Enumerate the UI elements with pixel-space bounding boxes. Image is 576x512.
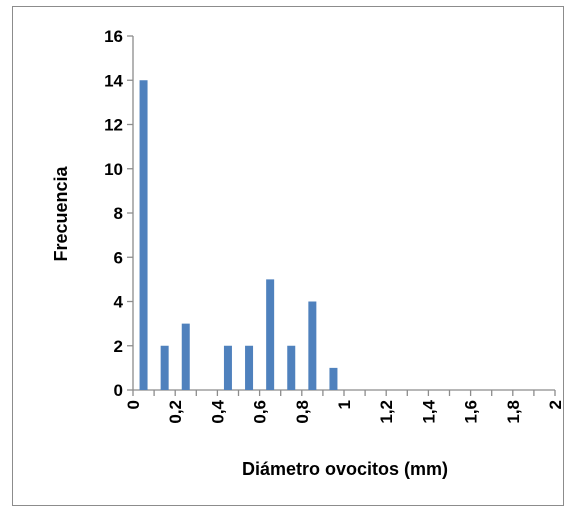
x-tick-label: 1,4 (419, 399, 438, 423)
y-tick-label: 8 (114, 204, 123, 223)
x-tick-label: 0,6 (251, 400, 270, 424)
y-tick-label: 10 (104, 160, 123, 179)
bar (160, 345, 169, 390)
bar (245, 345, 254, 390)
y-tick-label: 12 (104, 116, 123, 135)
y-tick-label: 14 (104, 71, 123, 90)
bar (329, 367, 338, 390)
bar (223, 345, 232, 390)
bar (308, 301, 317, 390)
x-tick-label: 1 (335, 400, 354, 409)
y-tick-label: 6 (114, 248, 123, 267)
bar (287, 345, 296, 390)
y-axis: 0 2 4 6 8 10 12 14 16 (104, 27, 134, 400)
bars-group (139, 80, 338, 390)
bar (181, 323, 190, 390)
x-tick-label: 0,8 (293, 400, 312, 424)
chart-frame (12, 6, 564, 506)
x-tick-label: 0,4 (208, 399, 227, 423)
y-tick-label: 0 (114, 381, 123, 400)
bar (266, 279, 275, 390)
x-tick-label: 0 (124, 400, 143, 409)
y-tick-label: 2 (114, 337, 123, 356)
x-tick-label: 1,6 (462, 400, 481, 424)
x-axis: 0 0,2 0,4 0,6 0,8 1 1,2 1,4 1,6 1,8 2 (124, 389, 565, 424)
x-tick-label: 2 (546, 400, 565, 409)
bar (139, 80, 148, 390)
x-axis-title: Diámetro ovocitos (mm) (242, 459, 448, 479)
x-tick-label: 1,2 (377, 400, 396, 424)
y-tick-label: 4 (114, 293, 124, 312)
y-tick-label: 16 (104, 27, 123, 46)
y-axis-title: Frecuencia (51, 165, 71, 261)
x-tick-label: 0,2 (166, 400, 185, 424)
x-tick-label: 1,8 (504, 400, 523, 424)
